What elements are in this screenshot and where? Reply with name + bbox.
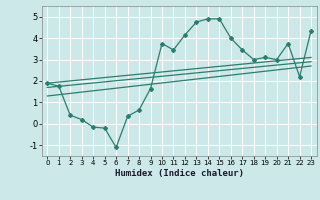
X-axis label: Humidex (Indice chaleur): Humidex (Indice chaleur) (115, 169, 244, 178)
